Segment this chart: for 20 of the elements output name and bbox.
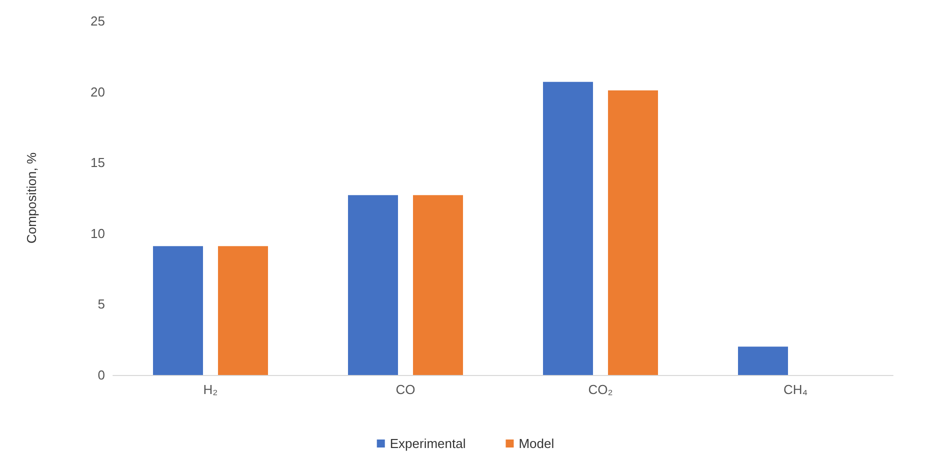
x-tick-label: CH₄ (783, 382, 808, 397)
legend-label: Experimental (390, 436, 466, 451)
y-tick-label: 15 (90, 155, 105, 170)
x-tick-label: CO₂ (588, 382, 613, 397)
y-tick-label: 25 (90, 14, 105, 28)
x-tick-label: CO (396, 382, 416, 397)
bar (608, 90, 658, 375)
y-tick-label: 20 (90, 84, 105, 100)
bar (543, 82, 593, 375)
legend-label: Model (518, 436, 554, 451)
bar (348, 195, 398, 375)
bar (738, 346, 788, 375)
x-tick-label: H₂ (203, 382, 218, 397)
y-tick-label: 10 (90, 226, 105, 241)
y-tick-label: 0 (98, 368, 105, 382)
bar (153, 246, 203, 375)
bar (413, 195, 463, 375)
bar (218, 246, 268, 375)
y-axis-title: Composition, % (24, 152, 39, 244)
y-tick-label: 5 (98, 296, 105, 312)
